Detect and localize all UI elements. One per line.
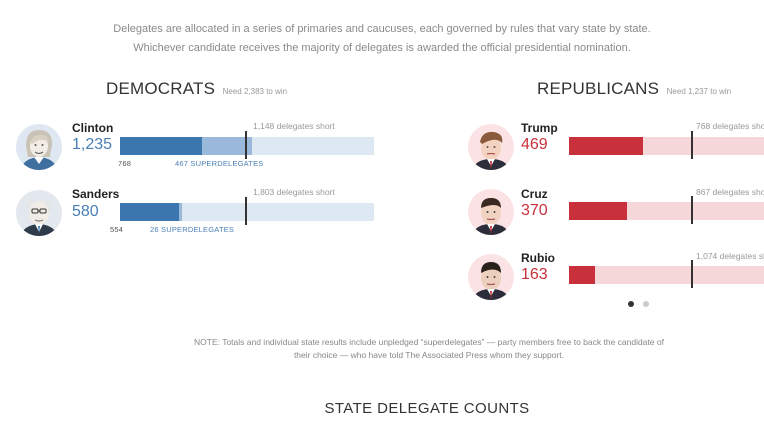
superdelegates-label: 467 SUPERDELEGATES	[175, 159, 264, 168]
intro-text: Delegates are allocated in a series of p…	[0, 20, 764, 58]
rubio-portrait-icon	[468, 254, 514, 300]
delegates-short-label: 867 delegates short	[696, 187, 764, 197]
win-threshold-line	[691, 196, 693, 224]
delegate-progress-bar	[120, 131, 374, 159]
note-line-1: NOTE: Totals and individual state result…	[194, 337, 664, 347]
candidate-delegate-count: 1,235	[72, 136, 113, 153]
carousel-pager	[628, 294, 658, 312]
intro-line-1: Delegates are allocated in a series of p…	[113, 23, 651, 35]
win-threshold-line	[691, 131, 693, 159]
delegate-progress-bar	[120, 197, 374, 225]
sanders-portrait-icon	[16, 190, 62, 236]
win-threshold-line	[245, 197, 247, 225]
delegates-won-segment	[569, 137, 643, 155]
candidate-name: Sanders	[72, 187, 120, 201]
delegates-short-label: 1,148 delegates short	[253, 121, 335, 131]
pledged-delegates-label: 768	[118, 159, 132, 168]
superdelegates-note: NOTE: Totals and individual state result…	[90, 336, 764, 362]
pledged-delegates-segment	[120, 137, 202, 155]
note-line-2: their choice — who have told The Associa…	[293, 350, 565, 360]
delegates-won-segment	[569, 266, 595, 284]
trump-portrait-icon	[468, 124, 514, 170]
delegates-short-label: 768 delegates short	[696, 121, 764, 131]
candidate-delegate-count: 580	[72, 203, 99, 220]
candidate-name: Clinton	[72, 121, 114, 135]
candidate-name: Rubio	[521, 251, 555, 265]
section-title: STATE DELEGATE COUNTS	[324, 400, 530, 417]
superdelegates-segment	[179, 203, 182, 221]
cruz-portrait-icon	[468, 189, 514, 235]
republicans-need: Need 1,237 to win	[666, 87, 732, 96]
delegates-short-label: 1,074 delegates short	[696, 251, 764, 261]
win-threshold-line	[245, 131, 247, 159]
republicans-header: REPUBLICANS Need 1,237 to win	[537, 79, 731, 99]
candidate-name: Trump	[521, 121, 558, 135]
democrats-title: DEMOCRATS	[106, 79, 216, 98]
clinton-portrait-icon	[16, 124, 62, 170]
delegates-won-segment	[569, 202, 627, 220]
delegate-progress-bar	[569, 196, 764, 224]
democrats-need: Need 2,383 to win	[222, 87, 288, 96]
carousel-dot-2[interactable]	[643, 301, 649, 307]
democrats-header: DEMOCRATS Need 2,383 to win	[106, 79, 287, 99]
superdelegates-label: 26 SUPERDELEGATES	[150, 225, 235, 234]
republicans-title: REPUBLICANS	[537, 79, 660, 98]
candidate-delegate-count: 163	[521, 266, 548, 283]
delegate-progress-bar	[569, 131, 764, 159]
win-threshold-line	[691, 260, 693, 288]
pledged-delegates-label: 554	[110, 225, 124, 234]
pledged-delegates-segment	[120, 203, 179, 221]
delegate-progress-bar	[569, 260, 764, 288]
intro-line-2: Whichever candidate receives the majorit…	[133, 42, 631, 54]
delegates-short-label: 1,803 delegates short	[253, 187, 335, 197]
superdelegates-segment	[202, 137, 252, 155]
candidate-delegate-count: 469	[521, 136, 548, 153]
carousel-dot-1[interactable]	[628, 301, 634, 307]
candidate-delegate-count: 370	[521, 202, 548, 219]
candidate-name: Cruz	[521, 187, 548, 201]
